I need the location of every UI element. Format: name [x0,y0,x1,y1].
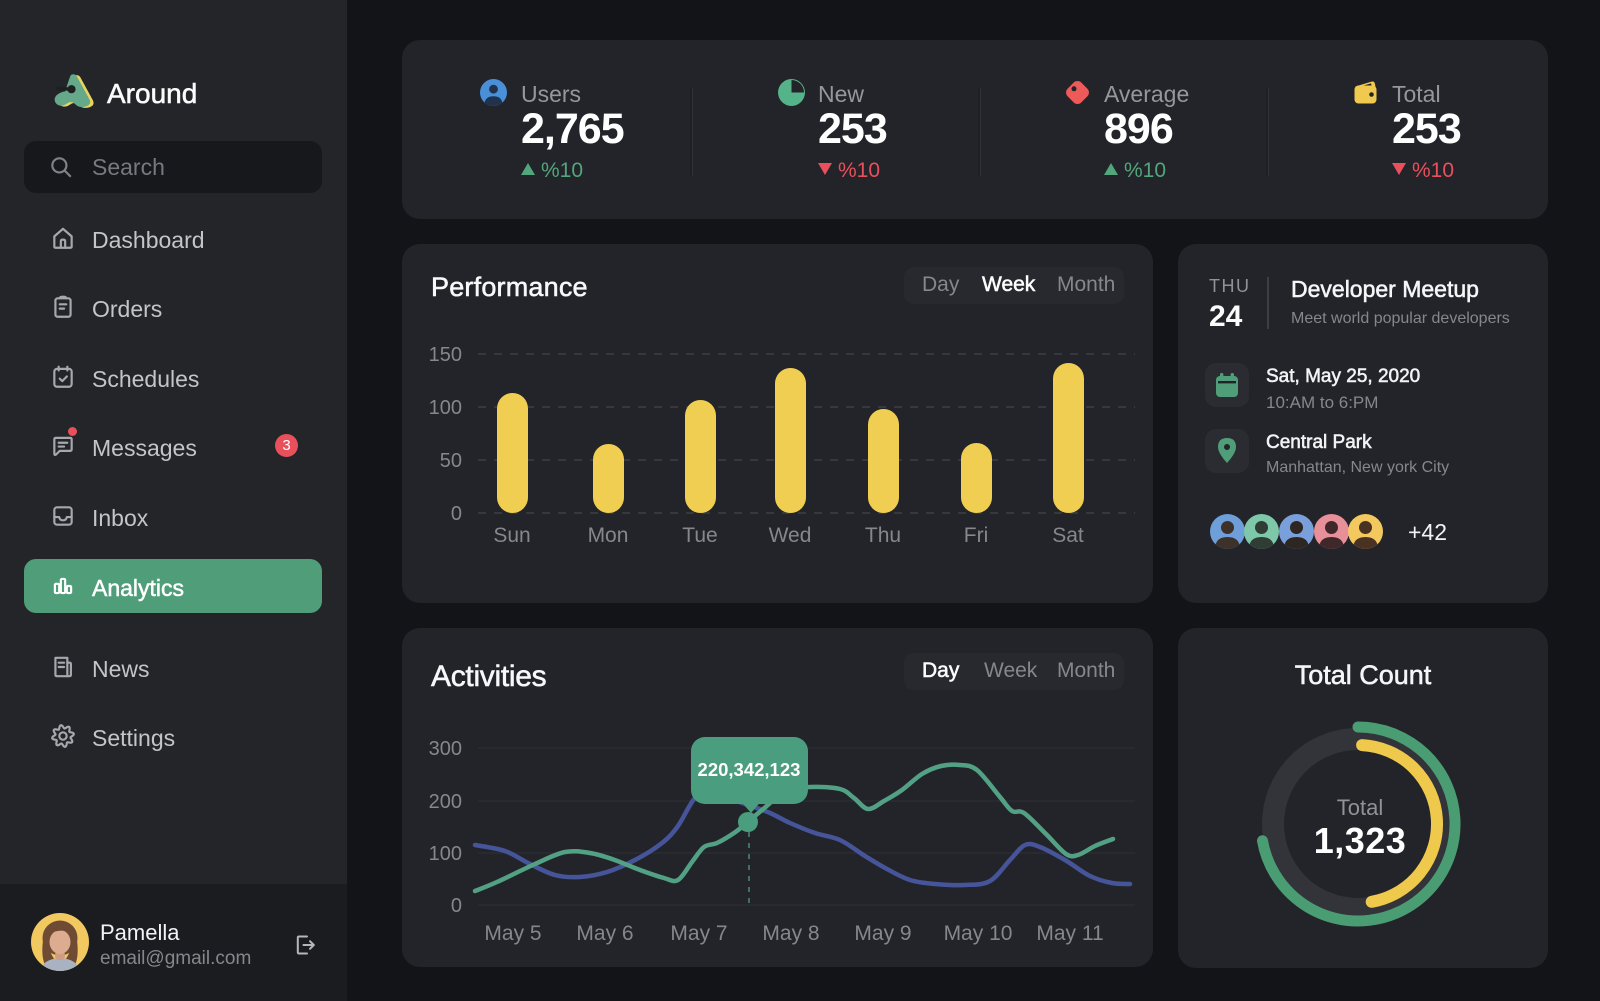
svg-text:Sun: Sun [493,524,530,547]
svg-text:0: 0 [451,503,462,525]
svg-text:200: 200 [429,791,462,813]
svg-text:1,323: 1,323 [1314,820,1407,861]
svg-text:Wed: Wed [769,524,812,547]
svg-text:Tue: Tue [682,524,717,547]
svg-text:0: 0 [451,895,462,917]
svg-text:May 6: May 6 [576,922,633,945]
svg-text:100: 100 [429,397,462,419]
svg-text:Mon: Mon [588,524,629,547]
svg-text:May 10: May 10 [944,922,1013,945]
svg-text:Fri: Fri [964,524,989,547]
svg-text:May 8: May 8 [762,922,819,945]
svg-text:300: 300 [429,738,462,760]
svg-text:Sat: Sat [1052,524,1084,547]
svg-text:May 9: May 9 [854,922,911,945]
svg-text:May 7: May 7 [670,922,727,945]
svg-text:100: 100 [429,843,462,865]
svg-text:50: 50 [440,450,462,472]
svg-text:May 11: May 11 [1036,922,1103,945]
svg-text:May 5: May 5 [484,922,541,945]
svg-text:220,342,123: 220,342,123 [698,759,801,780]
svg-text:Total: Total [1337,795,1383,820]
svg-text:Thu: Thu [865,524,901,547]
svg-text:150: 150 [429,344,462,366]
